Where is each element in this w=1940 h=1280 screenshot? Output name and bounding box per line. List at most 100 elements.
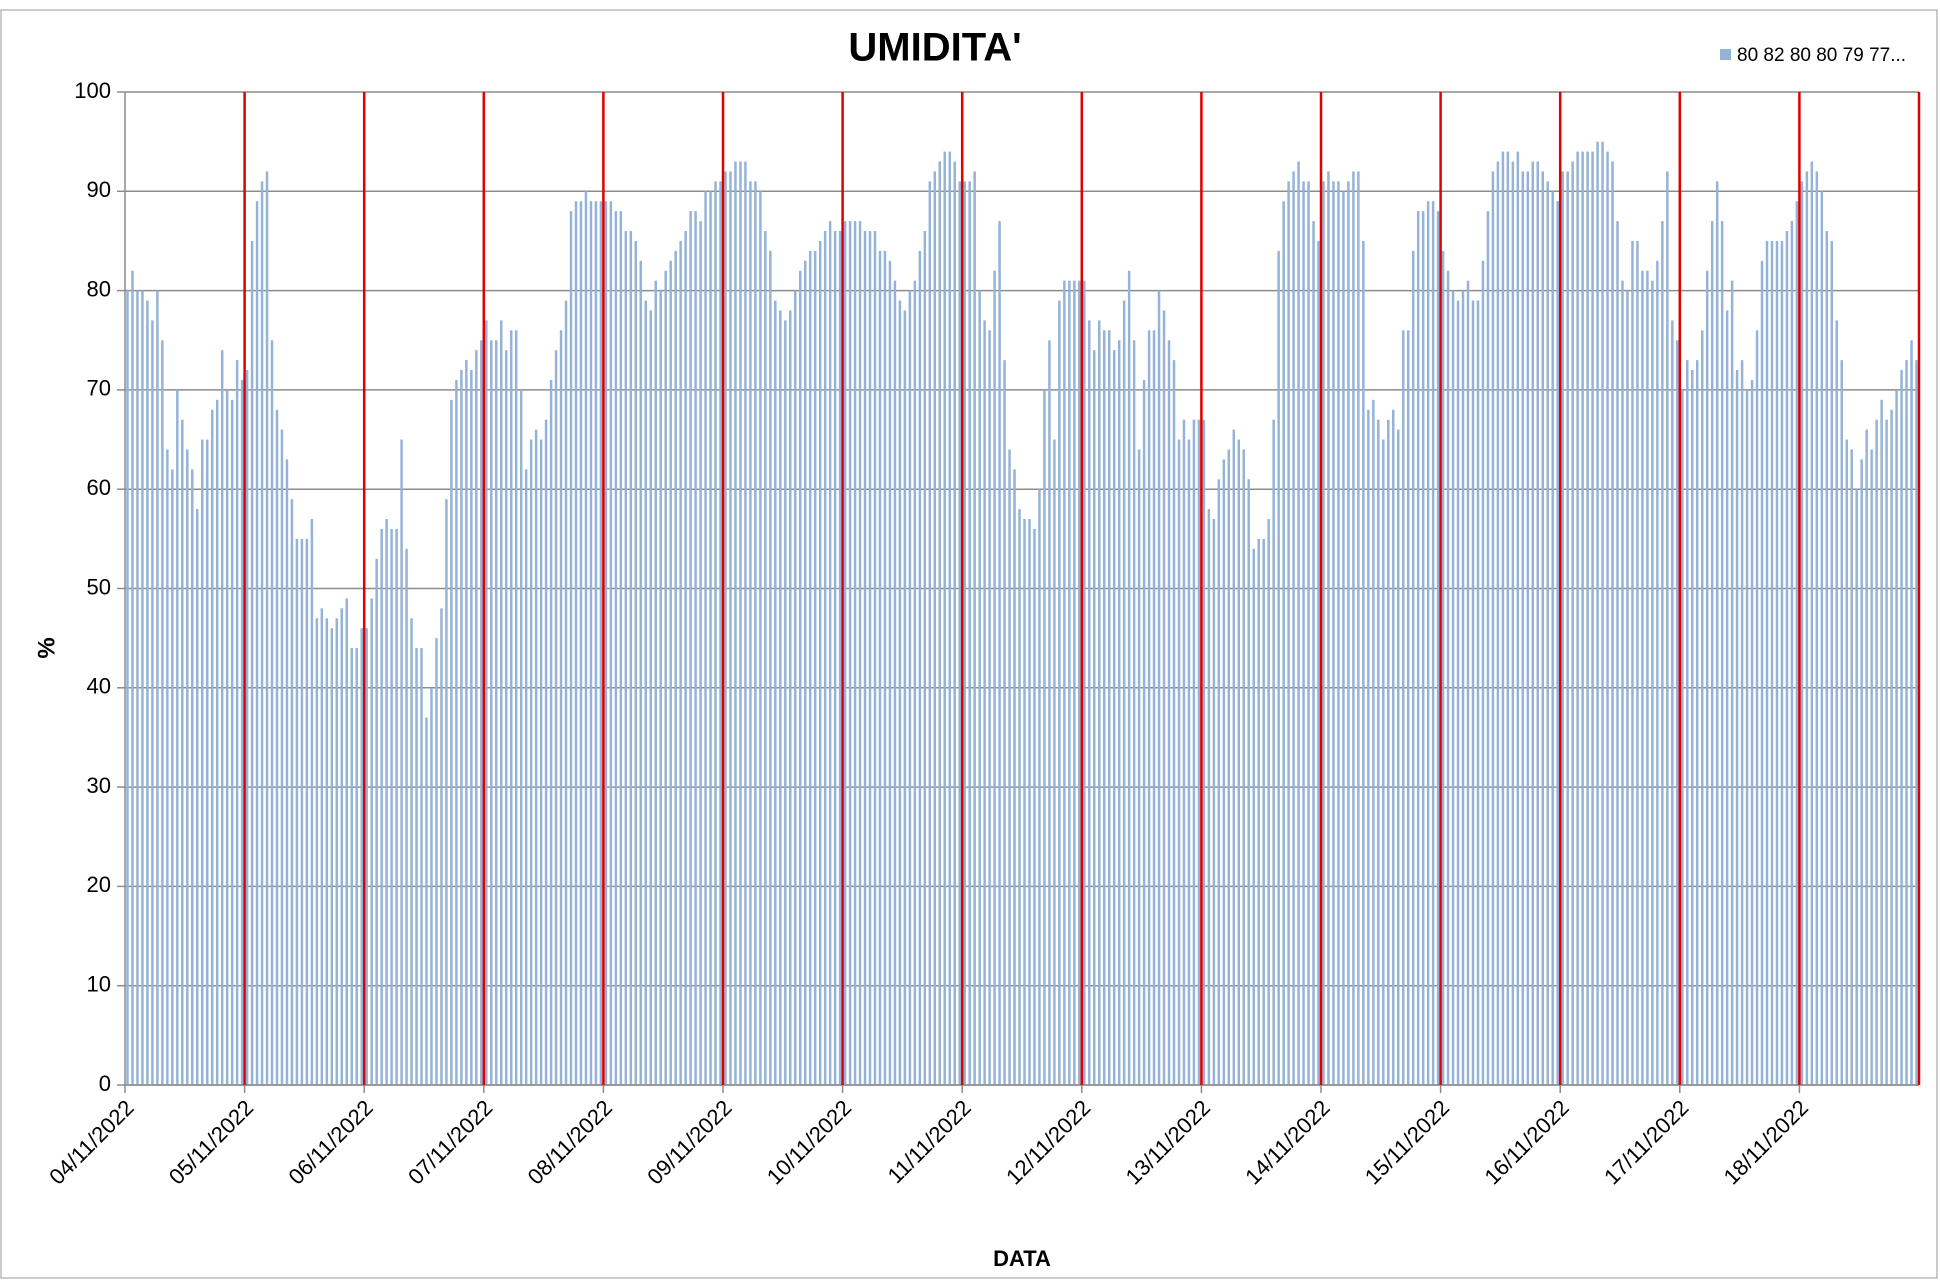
bar xyxy=(1536,161,1540,1085)
bar xyxy=(993,270,996,1085)
bar xyxy=(1117,340,1121,1085)
bar xyxy=(1815,171,1819,1085)
bar xyxy=(196,509,199,1085)
bar xyxy=(1715,181,1719,1085)
bar xyxy=(1795,201,1799,1086)
bar xyxy=(1387,419,1390,1085)
bar xyxy=(1750,379,1754,1086)
bar xyxy=(649,310,652,1086)
bar xyxy=(1845,439,1848,1085)
bar xyxy=(380,528,383,1085)
bar xyxy=(1865,429,1868,1085)
bar xyxy=(644,300,648,1085)
bar xyxy=(784,320,787,1085)
bar xyxy=(1192,419,1196,1085)
bar xyxy=(669,260,672,1085)
bar xyxy=(1202,419,1206,1085)
bar xyxy=(1003,360,1006,1085)
bar xyxy=(1122,300,1126,1085)
bar xyxy=(624,231,628,1085)
bar xyxy=(220,350,224,1085)
bar xyxy=(504,350,508,1085)
bar xyxy=(1800,181,1804,1085)
bar xyxy=(1063,280,1066,1085)
bar xyxy=(863,231,867,1085)
bar xyxy=(963,181,966,1085)
bar xyxy=(440,608,443,1085)
bar xyxy=(1177,439,1181,1085)
y-tick-label: 80 xyxy=(87,276,111,301)
bar xyxy=(1855,489,1858,1085)
bar xyxy=(749,181,752,1085)
bar xyxy=(764,231,767,1085)
bar xyxy=(1426,201,1430,1086)
bar xyxy=(146,300,149,1085)
bar xyxy=(1486,211,1490,1085)
bar xyxy=(1327,171,1330,1085)
bar xyxy=(141,290,144,1086)
bar xyxy=(1048,340,1051,1085)
bar xyxy=(136,290,139,1086)
bar xyxy=(833,231,837,1085)
bar xyxy=(1322,181,1325,1085)
bar xyxy=(1491,171,1495,1085)
bar xyxy=(1018,509,1021,1085)
bar xyxy=(1237,439,1241,1085)
bar xyxy=(1107,330,1111,1085)
bar xyxy=(1805,171,1809,1085)
bar xyxy=(1566,171,1569,1085)
bar xyxy=(918,250,922,1085)
bar xyxy=(1780,240,1784,1085)
bar xyxy=(205,439,209,1085)
bar xyxy=(564,300,568,1085)
bar xyxy=(848,221,852,1086)
bar xyxy=(1292,171,1295,1085)
bar xyxy=(1262,538,1265,1085)
bar xyxy=(1147,330,1151,1085)
bar xyxy=(1895,389,1898,1085)
bar xyxy=(1551,191,1554,1086)
bar xyxy=(1681,389,1684,1085)
bar xyxy=(1441,250,1445,1085)
bar xyxy=(230,399,234,1086)
bar xyxy=(1058,300,1061,1085)
bar xyxy=(709,191,712,1086)
bar xyxy=(166,449,169,1086)
bar xyxy=(1686,360,1689,1085)
bar xyxy=(868,231,872,1085)
bar xyxy=(1691,370,1694,1085)
bar xyxy=(1421,211,1425,1085)
bar xyxy=(1875,419,1878,1085)
bar xyxy=(759,191,762,1086)
bar xyxy=(345,598,349,1085)
bar xyxy=(1641,270,1644,1085)
bar xyxy=(1431,201,1435,1086)
bar xyxy=(1636,240,1639,1085)
bar xyxy=(1481,260,1485,1085)
bar xyxy=(589,201,593,1086)
bar xyxy=(1167,340,1171,1085)
bar xyxy=(888,260,892,1085)
bar xyxy=(1910,340,1913,1085)
bar xyxy=(171,469,174,1086)
bar xyxy=(1267,518,1270,1085)
bar xyxy=(420,648,423,1085)
bar xyxy=(1666,171,1669,1085)
bar xyxy=(754,181,757,1085)
bar xyxy=(689,211,692,1085)
bar xyxy=(1212,518,1216,1085)
bar xyxy=(948,151,951,1085)
bar xyxy=(305,538,309,1085)
bar xyxy=(898,300,902,1085)
bar xyxy=(1406,330,1410,1085)
bar xyxy=(569,211,573,1085)
bar xyxy=(1830,240,1834,1085)
bar xyxy=(1023,518,1026,1085)
bar xyxy=(719,181,722,1085)
bar xyxy=(1247,479,1250,1085)
bar xyxy=(953,161,956,1085)
bar xyxy=(395,528,398,1085)
bar xyxy=(1850,449,1853,1086)
bar xyxy=(495,340,498,1085)
